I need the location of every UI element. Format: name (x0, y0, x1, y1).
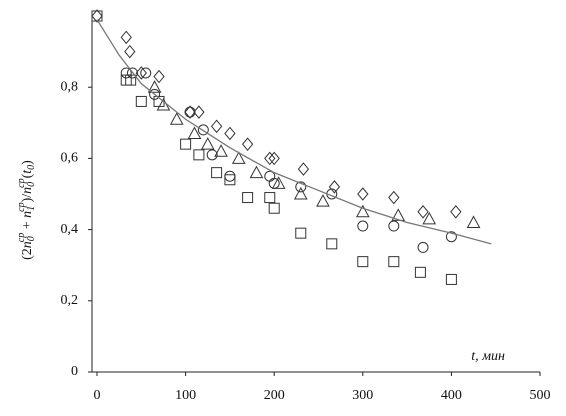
point (316, 194, 330, 207)
point (210, 119, 223, 134)
point (417, 205, 429, 219)
y-axis-label: (2n0ср + n1ср)/n0ср(t0) (16, 160, 37, 260)
x-tick-label: 400 (441, 388, 462, 403)
point (169, 112, 184, 125)
point (120, 30, 132, 45)
point (184, 105, 196, 119)
point (120, 67, 132, 79)
point (414, 266, 426, 278)
point (187, 126, 202, 139)
point (135, 66, 147, 80)
point (297, 162, 310, 176)
point (249, 165, 264, 179)
point (126, 67, 138, 79)
fit-curve (96, 19, 492, 245)
point (295, 227, 307, 239)
point (357, 220, 369, 232)
y-label-part: ) (20, 160, 35, 165)
y-label-part: 0 (26, 236, 37, 241)
point (295, 181, 307, 193)
y-label-part: ср (16, 202, 27, 211)
point (124, 44, 136, 59)
point (197, 124, 209, 136)
point (264, 151, 276, 166)
point (153, 69, 165, 84)
x-tick-label: 200 (264, 388, 285, 403)
point (135, 95, 147, 107)
y-label-part: )/ (20, 194, 35, 203)
y-label-part: (2 (20, 248, 35, 260)
point (355, 204, 370, 218)
point (357, 256, 369, 268)
point (224, 170, 236, 182)
point (271, 176, 286, 189)
point (214, 144, 228, 157)
y-label-part: ( (20, 173, 35, 178)
point (264, 192, 276, 204)
y-tick-label: 0,2 (61, 293, 79, 308)
point (445, 273, 457, 285)
point (211, 167, 223, 179)
point (91, 9, 103, 23)
y-label-part: + (20, 218, 35, 233)
point (391, 208, 406, 221)
point (422, 211, 437, 225)
x-axis-label: t, мин (471, 349, 505, 364)
y-label-part: 0 (26, 182, 37, 187)
y-label-part: ср (16, 233, 27, 242)
y-label-part: t (20, 169, 35, 174)
point (268, 202, 280, 214)
y-label-part: n (20, 241, 35, 248)
point (200, 137, 215, 150)
y-label-part: ср (16, 178, 27, 187)
point (184, 106, 196, 118)
point (206, 149, 218, 161)
point (417, 241, 429, 253)
point (328, 180, 341, 194)
point (149, 88, 161, 100)
point (445, 231, 457, 243)
y-label-part: 0 (26, 165, 37, 170)
x-tick-label: 300 (352, 388, 373, 403)
point (388, 256, 400, 268)
point (224, 174, 236, 186)
x-tick-label: 0 (94, 388, 101, 403)
x-tick-label: 100 (175, 388, 196, 403)
x-tick-label: 500 (530, 388, 551, 403)
point (193, 105, 205, 119)
point (326, 238, 338, 250)
point (268, 151, 280, 166)
point (180, 138, 192, 150)
point (224, 126, 236, 141)
y-tick-label: 0,6 (61, 151, 79, 166)
y-tick-label: 0 (71, 364, 78, 379)
point (388, 190, 400, 205)
point (242, 192, 254, 204)
point (450, 205, 462, 219)
point (231, 151, 246, 164)
y-label-part: 1 (26, 206, 37, 211)
point (241, 137, 254, 151)
point (147, 80, 162, 93)
point (91, 10, 103, 22)
point (357, 187, 369, 201)
point (293, 186, 308, 200)
y-tick-label: 0,8 (61, 79, 79, 94)
point (193, 149, 205, 161)
y-tick-label: 0,4 (61, 222, 79, 237)
y-label-part: n (20, 187, 35, 194)
y-label-part: n (20, 211, 35, 218)
point (125, 74, 137, 86)
point (388, 220, 400, 232)
point (466, 215, 481, 228)
point (140, 67, 152, 79)
